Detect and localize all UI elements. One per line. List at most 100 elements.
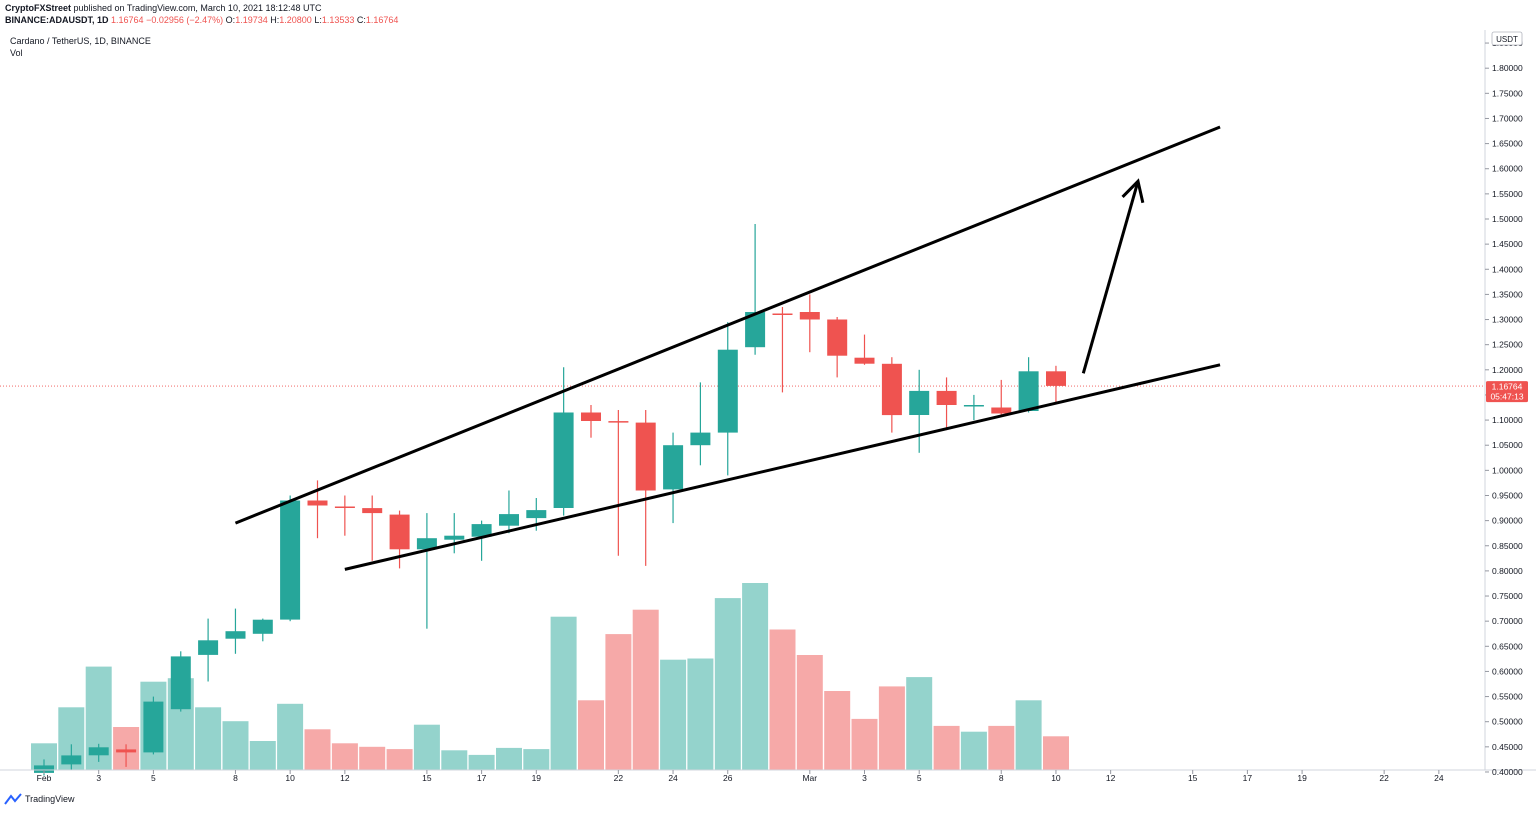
price-tick-label: 0.50000 <box>1492 717 1523 727</box>
volume-bar <box>578 700 604 770</box>
candle-body[interactable] <box>936 390 957 405</box>
candle-body[interactable] <box>881 363 902 416</box>
breakout-arrow-shaft[interactable] <box>1081 180 1140 374</box>
candle-body[interactable] <box>963 405 984 407</box>
candle-body[interactable] <box>526 510 547 519</box>
candle-body[interactable] <box>827 319 848 356</box>
candle-body[interactable] <box>772 313 793 316</box>
candle-body[interactable] <box>252 619 273 634</box>
volume-bar <box>222 721 249 770</box>
candle-body[interactable] <box>362 508 383 514</box>
volume-bar <box>878 686 905 770</box>
last-value: 1.16764 <box>111 15 144 25</box>
date-tick-label: Feb <box>37 773 52 783</box>
volume-bar <box>550 616 577 770</box>
price-tick-label: 1.00000 <box>1492 465 1523 475</box>
price-tick-label: 1.45000 <box>1492 239 1523 249</box>
candle-body[interactable] <box>444 535 465 540</box>
lower-trendline[interactable] <box>344 363 1221 571</box>
candle-body[interactable] <box>34 765 54 773</box>
candle-body[interactable] <box>416 538 437 550</box>
volume-legend[interactable]: Vol <box>10 48 23 58</box>
price-tick-label: 0.70000 <box>1492 616 1523 626</box>
last-price-tag: 1.16764 05:47:13 <box>1486 381 1528 403</box>
date-tick-label: 19 <box>1297 773 1307 783</box>
publish-line: CryptoFXStreet published on TradingView.… <box>5 3 322 13</box>
candle-body[interactable] <box>225 631 246 639</box>
volume-bar <box>386 749 413 770</box>
currency-badge <box>1491 31 1523 46</box>
candle-body[interactable] <box>1018 371 1039 411</box>
price-tick-label: 0.60000 <box>1492 666 1523 676</box>
candle-body[interactable] <box>143 701 164 753</box>
candle-body[interactable] <box>389 514 410 550</box>
candle-body[interactable] <box>198 640 219 655</box>
volume-bar <box>824 691 851 770</box>
price-tag-value: 1.16764 <box>1492 382 1523 392</box>
date-tick-label: 10 <box>285 773 295 783</box>
publisher-name[interactable]: CryptoFXStreet <box>5 3 72 13</box>
candle-body[interactable] <box>799 312 820 320</box>
date-tick-label: 22 <box>614 773 624 783</box>
price-tick-label: 0.55000 <box>1492 692 1523 702</box>
date-tick-label: 24 <box>668 773 678 783</box>
breakout-arrow-head[interactable] <box>1121 178 1145 204</box>
price-tick-label: 1.60000 <box>1492 164 1523 174</box>
candle-body[interactable] <box>499 514 519 526</box>
candle-body[interactable] <box>61 755 82 765</box>
date-tick-label: 15 <box>1188 773 1198 783</box>
candle-body[interactable] <box>745 312 766 348</box>
upper-trendline[interactable] <box>234 125 1221 525</box>
price-tick-label: 0.40000 <box>1492 767 1523 777</box>
price-tick-label: 1.35000 <box>1492 289 1523 299</box>
date-tick-label: 22 <box>1379 773 1389 783</box>
price-tick-label: 0.80000 <box>1492 566 1523 576</box>
date-tick-label: 10 <box>1051 773 1061 783</box>
candle-body[interactable] <box>116 749 137 753</box>
symbol-label: BINANCE:ADAUSDT, 1D <box>5 15 109 25</box>
candle-body[interactable] <box>280 500 301 620</box>
candle-body[interactable] <box>553 412 574 509</box>
volume-bar <box>1015 700 1042 770</box>
candle-body[interactable] <box>608 421 629 423</box>
candle-body[interactable] <box>334 506 355 509</box>
open-label: O: <box>225 15 236 25</box>
candle-body[interactable] <box>307 500 328 506</box>
date-tick-label: 26 <box>723 773 733 783</box>
date-tick-label: 5 <box>917 773 922 783</box>
candle-body[interactable] <box>88 747 109 756</box>
price-tick-label: 1.55000 <box>1492 189 1523 199</box>
candle-body[interactable] <box>170 656 191 710</box>
volume-bar <box>796 655 823 770</box>
candle-body[interactable] <box>663 445 684 490</box>
candle-body[interactable] <box>581 412 601 422</box>
candle-body[interactable] <box>854 357 875 364</box>
price-tick-label: 1.25000 <box>1492 340 1523 350</box>
volume-bar <box>687 658 714 770</box>
low-label: L: <box>314 15 322 25</box>
volume-bar <box>195 707 222 770</box>
price-axis[interactable]: 1.850001.800001.750001.700001.650001.600… <box>1485 38 1523 777</box>
candle-body[interactable] <box>1046 371 1066 386</box>
candle-body[interactable] <box>991 407 1012 414</box>
candle-body[interactable] <box>635 422 656 491</box>
series-legend[interactable]: Cardano / TetherUS, 1D, BINANCE <box>10 36 151 46</box>
volume-bar <box>249 741 276 770</box>
open-value: 1.19734 <box>235 15 268 25</box>
volume-bar <box>605 634 632 770</box>
candle-body[interactable] <box>471 524 492 537</box>
volume-bar <box>277 703 304 770</box>
time-axis[interactable]: Feb 3 5 8 10 12 15 17 19 22 24 26 Mar 3 5 8 10 12 15 17 19 22… <box>37 770 1444 783</box>
price-tick-label: 0.65000 <box>1492 641 1523 651</box>
candle-body[interactable] <box>690 432 711 446</box>
candle-body[interactable] <box>717 349 738 433</box>
date-tick-label: 3 <box>96 773 101 783</box>
date-tick-label: Mar <box>802 773 817 783</box>
price-tick-label: 0.45000 <box>1492 742 1523 752</box>
volume-bar <box>441 750 468 770</box>
candle-body[interactable] <box>909 390 930 415</box>
price-tick-label: 0.95000 <box>1492 490 1523 500</box>
tradingview-logo[interactable]: TradingView <box>4 793 75 805</box>
volume-bar <box>1043 736 1069 770</box>
